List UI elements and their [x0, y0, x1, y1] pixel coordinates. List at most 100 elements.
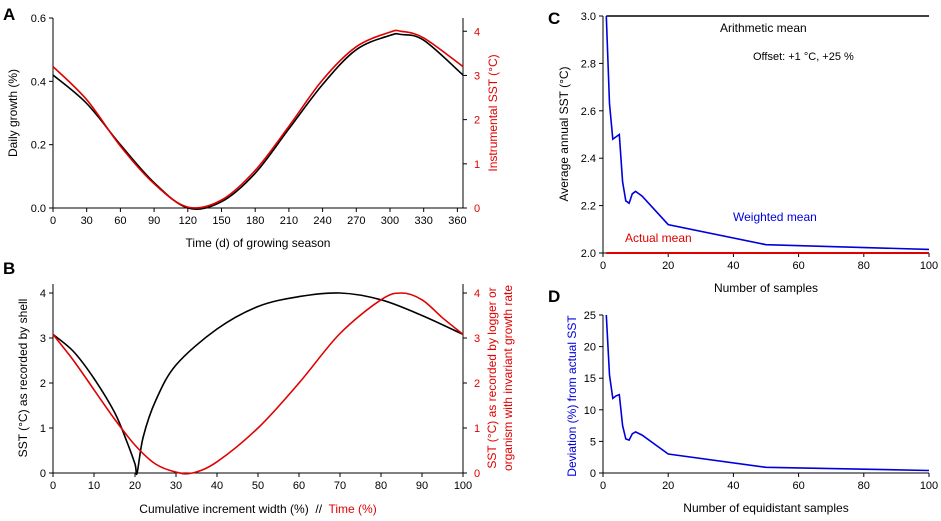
- x-tick-label: 0: [600, 260, 606, 272]
- y-tick-label: 0.4: [31, 76, 46, 88]
- y-tick-label: 2.6: [581, 106, 596, 118]
- x-tick-label: 40: [211, 480, 223, 492]
- y-tick-label: 2.4: [581, 153, 596, 165]
- series-line-sst-recorded-by-shell: [52, 292, 464, 476]
- y-axis-title-b: SST (°C) as recorded by shell: [16, 299, 30, 458]
- y2-tick-label: 0: [474, 203, 480, 215]
- y2-axis-title-b-line1: SST (°C) as recorded by logger or: [485, 287, 499, 468]
- x-axis-title-b-part: Cumulative increment width (%): [139, 502, 308, 516]
- x-tick-label: 20: [662, 480, 674, 492]
- x-tick-label: 30: [170, 480, 182, 492]
- annotation-arithmetic-mean: Arithmetic mean: [720, 21, 807, 35]
- x-tick-label: 80: [858, 480, 870, 492]
- x-axis-title-b-part: Time (%): [328, 502, 376, 516]
- panel-a: A 0 30 60 90 120 150 180 210 240 270 300 330 3600.00…: [3, 5, 500, 250]
- x-axis-title-c: Number of samples: [714, 281, 818, 295]
- x-tick-label: 180: [246, 215, 264, 227]
- x-tick-label: 90: [416, 480, 428, 492]
- y-tick-label: 4: [40, 288, 46, 300]
- x-tick-label: 210: [280, 215, 298, 227]
- y-tick-label: 25: [584, 310, 596, 322]
- panel-letter-c: C: [548, 9, 560, 28]
- panel-letter-a: A: [3, 5, 15, 24]
- x-tick-label: 40: [727, 480, 739, 492]
- series-line-weighted-mean: [605, 15, 930, 251]
- x-tick-label: 80: [858, 260, 870, 272]
- x-tick-label: 20: [662, 260, 674, 272]
- y-tick-label: 0: [590, 468, 596, 480]
- series-line-daily-growth: [52, 32, 464, 210]
- x-tick-label: 270: [347, 215, 365, 227]
- x-tick-label: 90: [148, 215, 160, 227]
- y2-tick-label: 2: [474, 115, 480, 127]
- y-tick-label: 0.6: [31, 13, 46, 25]
- x-tick-label: 240: [313, 215, 331, 227]
- y2-tick-label: 3: [474, 333, 480, 345]
- x-axis-title-b: Cumulative increment width (%) // Time (…: [139, 502, 376, 516]
- y-axis-title-d: Deviation (%) from actual SST: [565, 315, 579, 477]
- x-tick-label: 120: [179, 215, 197, 227]
- y2-tick-label: 1: [474, 159, 480, 171]
- y-tick-label: 5: [590, 436, 596, 448]
- y2-tick-label: 0: [474, 468, 480, 480]
- x-tick-label: 100: [920, 260, 938, 272]
- x-tick-label: 100: [920, 480, 938, 492]
- x-axis-title-b-part: //: [309, 502, 329, 516]
- panel-letter-b: B: [3, 259, 15, 278]
- panel-b: B 0 10 20 30 40 50 60 70 80 90 1000123401234Cumula…: [3, 259, 515, 516]
- x-tick-label: 60: [114, 215, 126, 227]
- y-tick-label: 0.2: [31, 140, 46, 152]
- y2-axis-title-b-line2: organism with invariant growth rate: [501, 285, 515, 471]
- annotation-weighted-mean: Weighted mean: [733, 210, 817, 224]
- x-tick-label: 60: [293, 480, 305, 492]
- annotation-actual-mean: Actual mean: [625, 231, 692, 245]
- x-tick-label: 330: [415, 215, 433, 227]
- series-line-instrumental-sst: [52, 29, 464, 209]
- y2-tick-label: 2: [474, 378, 480, 390]
- y2-tick-label: 4: [474, 288, 480, 300]
- y-tick-label: 20: [584, 342, 596, 354]
- x-tick-label: 60: [792, 260, 804, 272]
- y-tick-label: 2.8: [581, 58, 596, 70]
- panel-d: D 0 20 40 60 80 100 0 5 10 15 20 25 Number of equidi…: [548, 287, 938, 515]
- x-tick-label: 150: [212, 215, 230, 227]
- x-tick-label: 0: [50, 480, 56, 492]
- y-axis-title-a: Daily growth (%): [6, 69, 20, 157]
- y-tick-label: 2: [40, 378, 46, 390]
- y-tick-label: 15: [584, 373, 596, 385]
- x-tick-label: 20: [129, 480, 141, 492]
- x-tick-label: 100: [454, 480, 472, 492]
- panel-letter-d: D: [548, 287, 560, 306]
- y2-tick-label: 1: [474, 423, 480, 435]
- x-tick-label: 80: [375, 480, 387, 492]
- y-tick-label: 1: [40, 423, 46, 435]
- x-tick-label: 0: [50, 215, 56, 227]
- x-tick-label: 30: [81, 215, 93, 227]
- x-tick-label: 300: [381, 215, 399, 227]
- x-tick-label: 10: [88, 480, 100, 492]
- x-tick-label: 70: [334, 480, 346, 492]
- x-axis-title-a: Time (d) of growing season: [186, 236, 331, 250]
- y2-tick-label: 3: [474, 70, 480, 82]
- x-tick-label: 60: [792, 480, 804, 492]
- annotation-offset: Offset: +1 °C, +25 %: [753, 51, 854, 63]
- y-tick-label: 3: [40, 333, 46, 345]
- y-tick-label: 2.0: [581, 248, 596, 260]
- y-tick-label: 2.2: [581, 201, 596, 213]
- y-tick-label: 10: [584, 405, 596, 417]
- x-tick-label: 40: [727, 260, 739, 272]
- x-tick-label: 50: [252, 480, 264, 492]
- y-tick-label: 0.0: [31, 203, 46, 215]
- y2-axis-title-a: Instrumental SST (°C): [486, 54, 500, 171]
- series-line-deviation: [605, 314, 930, 472]
- y-tick-label: 3.0: [581, 11, 596, 23]
- y-tick-label: 0: [40, 468, 46, 480]
- x-tick-label: 360: [448, 215, 466, 227]
- y-axis-title-c: Average annual SST (°C): [557, 66, 571, 201]
- panel-c: C 0 20 40 60 80 100 2.0 2.2 2.4 2.6 2.8 3.0 Number o…: [548, 9, 938, 295]
- x-axis-title-d: Number of equidistant samples: [683, 501, 848, 515]
- y2-tick-label: 4: [474, 26, 480, 38]
- x-tick-label: 0: [600, 480, 606, 492]
- series-line-sst-recorded-by-logger: [52, 292, 464, 475]
